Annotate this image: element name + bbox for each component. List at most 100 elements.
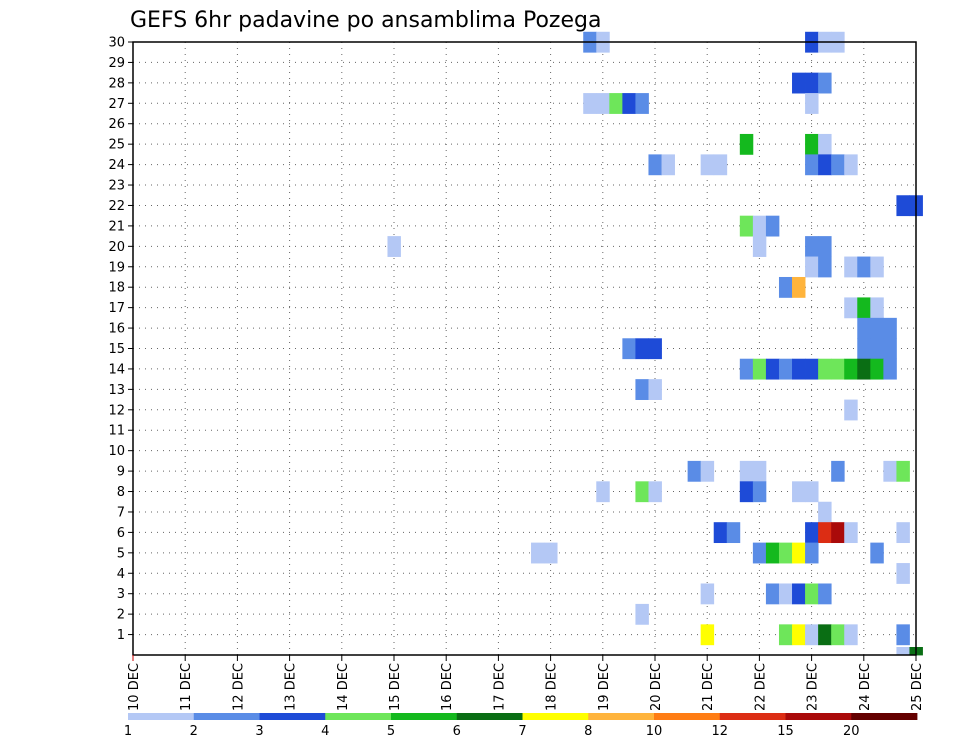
heatmap-cell — [713, 154, 728, 176]
heatmap-cell — [818, 624, 832, 646]
colorbar-swatch — [456, 713, 523, 720]
x-tick-label: 11 DEC — [179, 663, 194, 711]
y-tick-label: 8 — [117, 485, 125, 500]
y-tick-label: 17 — [108, 301, 125, 316]
heatmap-cell — [792, 624, 806, 646]
y-tick-label: 22 — [108, 199, 125, 214]
heatmap-cell — [844, 358, 858, 380]
heatmap-cell — [700, 154, 715, 176]
colorbar-label: 12 — [711, 724, 728, 739]
heatmap-cell — [778, 358, 793, 380]
heatmap-cell — [883, 358, 897, 380]
heatmap-cell — [752, 215, 767, 237]
colorbar-swatch — [785, 713, 852, 720]
y-tick-label: 18 — [108, 281, 125, 296]
heatmap-cell — [818, 236, 832, 257]
x-tick-label: 20 DEC — [649, 663, 664, 711]
colorbar-label: 15 — [777, 724, 794, 739]
heatmap-cell — [818, 522, 832, 544]
heatmap-cell — [778, 583, 793, 605]
heatmap-cell — [596, 481, 610, 503]
heatmap-cell — [805, 542, 819, 564]
heatmap-cell — [765, 542, 780, 564]
x-tick-label: 16 DEC — [440, 663, 455, 711]
y-tick-label: 3 — [117, 587, 125, 602]
y-tick-label: 20 — [108, 240, 125, 255]
y-tick-label: 24 — [108, 158, 125, 173]
heatmap-cell — [765, 215, 780, 237]
heatmap-cell — [818, 501, 832, 523]
heatmap-cell — [857, 358, 871, 380]
heatmap-cell — [739, 358, 754, 380]
y-tick-label: 5 — [117, 546, 125, 561]
heatmap-cell — [844, 256, 858, 278]
heatmap-cell — [896, 624, 910, 646]
heatmap-cell — [805, 583, 819, 605]
heatmap-cell — [844, 154, 858, 176]
heatmap-cell — [870, 338, 884, 360]
y-tick-label: 26 — [108, 117, 125, 132]
heatmap-cell — [648, 379, 662, 400]
heatmap-cell — [805, 358, 819, 380]
heatmap-cell — [844, 522, 858, 544]
x-tick-label: 17 DEC — [492, 663, 507, 711]
colorbar-label: 10 — [646, 724, 663, 739]
heatmap-cells — [387, 31, 923, 656]
heatmap-cell — [831, 624, 845, 646]
colorbar-swatch — [325, 713, 392, 720]
colorbar-label: 2 — [190, 724, 198, 739]
x-tick-label: 23 DEC — [806, 663, 821, 711]
heatmap-cell — [596, 93, 610, 114]
y-tick-label: 25 — [108, 138, 125, 153]
heatmap-cell — [805, 624, 819, 646]
heatmap-cell — [870, 317, 884, 339]
y-tick-label: 30 — [108, 36, 125, 51]
heatmap-cell — [857, 297, 871, 319]
heatmap-cell — [870, 358, 884, 380]
heatmap-cell — [831, 154, 845, 176]
colorbar-label: 4 — [321, 724, 329, 739]
heatmap-cell — [531, 542, 545, 564]
heatmap-cell — [648, 338, 662, 360]
heatmap-cell — [896, 563, 910, 584]
y-tick-label: 12 — [108, 403, 125, 418]
colorbar-swatch — [654, 713, 721, 720]
heatmap-cell — [739, 481, 754, 503]
y-tick-label: 6 — [117, 526, 125, 541]
colorbar-swatch — [193, 713, 260, 720]
heatmap-cell — [778, 542, 793, 564]
heatmap-cell — [831, 358, 845, 380]
heatmap-cell — [818, 256, 832, 278]
y-tick-label: 15 — [108, 342, 125, 357]
heatmap-cell — [739, 215, 754, 237]
x-tick-label: 18 DEC — [545, 663, 560, 711]
heatmap-cell — [805, 256, 819, 278]
heatmap-cell — [752, 236, 767, 257]
y-axis: 1234567891011121314151617181920212223242… — [108, 36, 133, 643]
colorbar-label: 1 — [124, 724, 132, 739]
x-axis: 10 DEC 11 DEC 12 DEC 13 DEC 14 DEC 15 DEC 16 D… — [127, 655, 925, 711]
heatmap-cell — [805, 93, 819, 114]
colorbar-swatch — [522, 713, 589, 720]
y-tick-label: 7 — [117, 505, 125, 520]
x-tick-label: 14 DEC — [336, 663, 351, 711]
heatmap-cell — [831, 522, 845, 544]
heatmap-cell — [792, 72, 806, 94]
heatmap-cell — [896, 522, 910, 544]
y-tick-label: 27 — [108, 97, 125, 112]
heatmap-cell — [870, 256, 884, 278]
colorbar-swatch — [259, 713, 326, 720]
heatmap-cell — [635, 603, 649, 625]
colorbar-label: 20 — [843, 724, 860, 739]
heatmap-cell — [635, 379, 649, 400]
x-tick-label: 25 DEC — [910, 663, 925, 711]
heatmap-cell — [805, 481, 819, 503]
heatmap-cell — [818, 133, 832, 155]
y-tick-label: 10 — [108, 444, 125, 459]
colorbar-label: 6 — [453, 724, 461, 739]
heatmap-cell — [544, 542, 558, 564]
heatmap-cell — [713, 522, 728, 544]
heatmap-cell — [818, 72, 832, 94]
heatmap-cell — [739, 133, 754, 155]
heatmap-cell — [752, 481, 767, 503]
